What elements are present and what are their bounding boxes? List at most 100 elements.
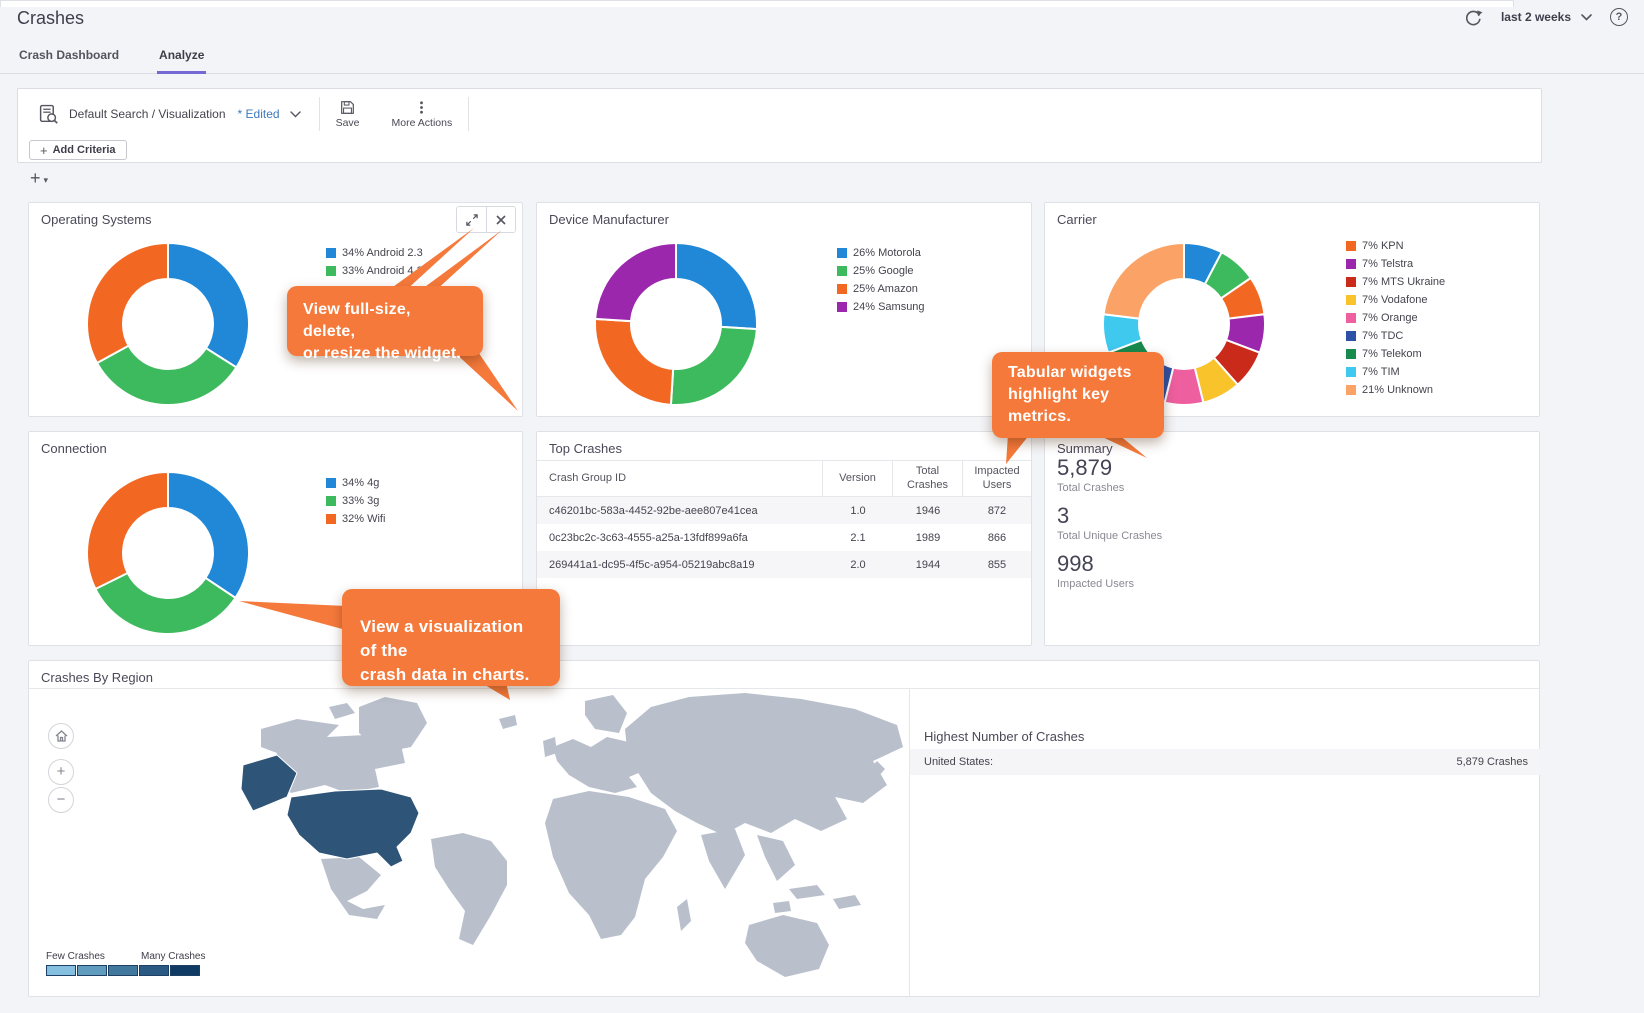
tab-bar: Crash Dashboard Analyze — [0, 44, 1644, 74]
legend-label: 7% KPN — [1362, 240, 1404, 252]
partial-widget — [0, 0, 1514, 7]
legend-swatch — [837, 266, 847, 276]
widget-crashes-by-region: Crashes By Region — [28, 660, 1540, 997]
metric-label: Total Crashes — [1057, 482, 1125, 494]
donut-slice[interactable] — [94, 571, 237, 635]
table-row[interactable]: c46201bc-583a-4452-92be-aee807e41cea 1.0 1… — [537, 497, 1031, 524]
table-row[interactable]: 269441a1-dc95-4f5c-a954-05219abc8a19 2.0 1… — [537, 551, 1031, 578]
save-button[interactable]: Save — [320, 100, 376, 129]
donut-slice[interactable] — [85, 470, 169, 591]
donut-slice[interactable] — [594, 317, 675, 406]
metric-label: Total Unique Crashes — [1057, 530, 1163, 542]
summary-metric: 3 Total Unique Crashes — [1057, 504, 1163, 543]
legend-item: 34% 4g — [326, 476, 385, 490]
legend-label: 25% Amazon — [853, 283, 918, 295]
widget-title: Carrier — [1057, 212, 1097, 227]
legend-item: 7% MTS Ukraine — [1346, 275, 1445, 289]
legend-item: 24% Samsung — [837, 300, 925, 314]
widget-title: Operating Systems — [41, 212, 152, 227]
widget-title: Summary — [1057, 441, 1113, 456]
device-manufacturer-legend: 26% Motorola 25% Google 25% Amazon 24% Sams… — [837, 246, 925, 318]
column-header: Impacted Users — [974, 464, 1020, 491]
legend-label: 26% Motorola — [853, 247, 921, 259]
map-zoom-out-button[interactable]: − — [48, 787, 74, 813]
add-widget-button[interactable]: + ▾ — [30, 168, 48, 189]
connection-legend: 34% 4g 33% 3g 32% Wifi — [326, 476, 385, 530]
plus-icon: + — [30, 168, 41, 188]
table-header: Crash Group ID Version Total Crashes Impact… — [537, 461, 1031, 497]
tab-crash-dashboard[interactable]: Crash Dashboard — [19, 48, 120, 62]
legend-swatch — [1346, 313, 1356, 323]
device-manufacturer-donut-chart[interactable] — [586, 234, 766, 414]
saved-search-dropdown[interactable]: Default Search / Visualization * Edited — [18, 104, 319, 125]
refresh-icon — [1465, 10, 1483, 26]
donut-slice[interactable] — [167, 470, 250, 600]
highest-crashes-list: United States: 5,879 Crashes — [910, 749, 1540, 775]
region-label: United States: — [924, 756, 994, 768]
donut-slice[interactable] — [669, 325, 758, 406]
legend-label: 7% Orange — [1362, 312, 1418, 324]
scale-segment — [108, 965, 138, 976]
legend-swatch — [1346, 385, 1356, 395]
legend-item: 32% Wifi — [326, 512, 385, 526]
donut-slice[interactable] — [1102, 241, 1185, 320]
crash-group-id: c46201bc-583a-4452-92be-aee807e41cea — [549, 504, 758, 517]
crash-group-id: 269441a1-dc95-4f5c-a954-05219abc8a19 — [549, 558, 755, 571]
legend-swatch — [326, 266, 336, 276]
map-united-states[interactable] — [240, 754, 420, 868]
saved-search-name: Default Search / Visualization — [69, 107, 226, 121]
map-color-scale: Few Crashes Many Crashes — [46, 951, 206, 976]
legend-item: 33% 3g — [326, 494, 385, 508]
donut-slice[interactable] — [675, 241, 758, 331]
close-widget-button[interactable] — [486, 207, 515, 232]
legend-label: 32% Wifi — [342, 513, 386, 525]
summary-metrics: 5,879 Total Crashes 3 Total Unique Crashes 9… — [1057, 456, 1162, 600]
map-home-button[interactable] — [48, 723, 74, 749]
callout-visualization: View a visualization of the crash data i… — [342, 589, 560, 686]
tab-analyze[interactable]: Analyze — [157, 44, 207, 74]
map-zoom-in-button[interactable]: + — [48, 759, 74, 785]
legend-label: 34% 4g — [342, 477, 380, 489]
edited-flag: * Edited — [237, 107, 280, 121]
help-button[interactable]: ? — [1610, 8, 1628, 26]
column-header: Total Crashes — [893, 461, 963, 496]
legend-item: 7% Telstra — [1346, 257, 1445, 271]
operating-systems-donut-chart[interactable] — [78, 234, 258, 414]
legend-swatch — [1346, 367, 1356, 377]
donut-slice[interactable] — [95, 344, 238, 406]
legend-item: 7% Orange — [1346, 311, 1445, 325]
connection-donut-chart[interactable] — [78, 463, 258, 643]
legend-swatch — [326, 248, 336, 258]
table-cell: 2.1 — [850, 531, 866, 544]
expand-widget-button[interactable] — [457, 207, 486, 232]
legend-label: 33% Android 4.2 — [342, 265, 423, 277]
more-actions-button[interactable]: More Actions — [376, 100, 469, 129]
table-row[interactable]: 0c23bc2c-3c63-4555-a25a-13fdf899a6fa 2.1 1… — [537, 524, 1031, 551]
scale-low-label: Few Crashes — [46, 951, 105, 962]
donut-slice[interactable] — [167, 241, 250, 369]
scale-segment — [77, 965, 107, 976]
kebab-menu-icon — [420, 100, 424, 114]
donut-slice[interactable] — [594, 241, 677, 323]
time-range-select[interactable]: last 2 weeks — [1501, 10, 1592, 24]
plus-icon: + — [56, 763, 66, 780]
legend-label: 34% Android 2.3 — [342, 247, 423, 259]
table-cell: 866 — [987, 531, 1007, 544]
table-cell: 1.0 — [850, 504, 866, 517]
legend-label: 7% Telstra — [1362, 258, 1414, 270]
scale-gradient-bar — [46, 965, 206, 976]
legend-label: 24% Samsung — [853, 301, 925, 313]
legend-label: 7% Vodafone — [1362, 294, 1428, 306]
legend-swatch — [326, 514, 336, 524]
refresh-button[interactable] — [1463, 7, 1483, 27]
search-toolbar: Default Search / Visualization * Edited … — [17, 88, 1542, 163]
legend-label: 7% TDC — [1362, 330, 1404, 342]
legend-item: 34% Android 2.3 — [326, 246, 423, 260]
toolbar-divider — [318, 97, 320, 131]
add-criteria-button[interactable]: + Add Criteria — [29, 140, 127, 160]
donut-slice[interactable] — [86, 241, 169, 365]
world-map[interactable] — [29, 689, 909, 998]
column-header: Crash Group ID — [537, 461, 823, 496]
panel-divider — [909, 689, 910, 996]
legend-swatch — [326, 478, 336, 488]
